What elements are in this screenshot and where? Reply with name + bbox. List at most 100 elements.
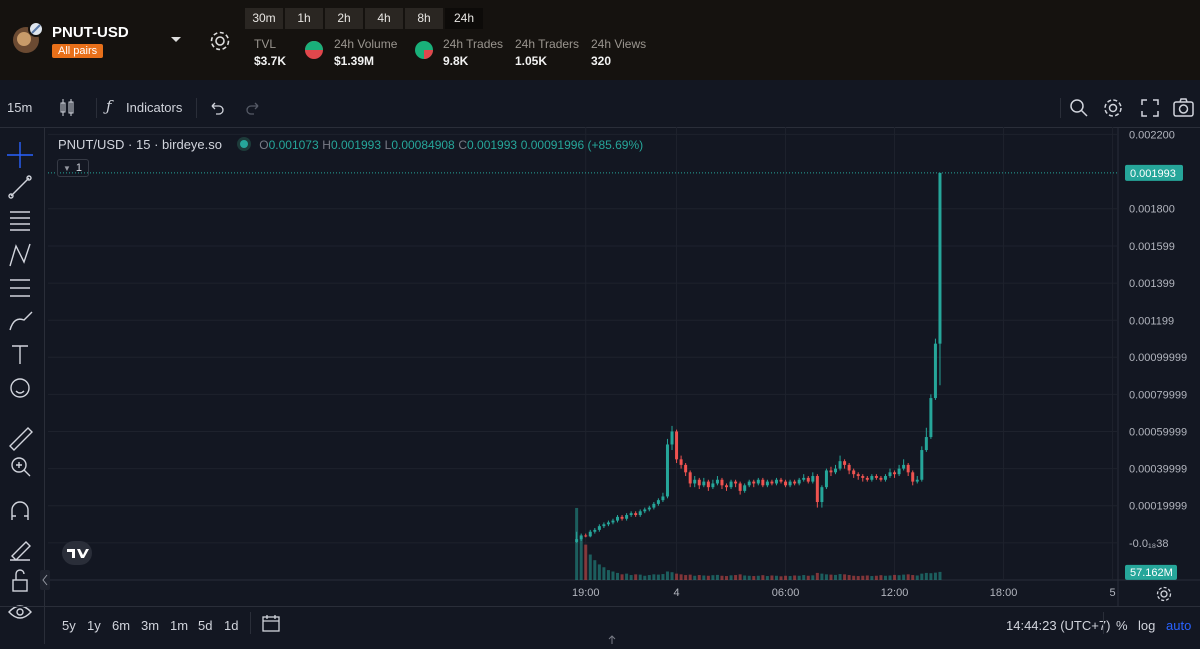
y-tick-label: 0.001599 — [1129, 241, 1175, 253]
volume-bar — [852, 575, 856, 580]
clock: 14:44:23 (UTC+7) — [1006, 618, 1111, 633]
candle-body — [770, 481, 774, 484]
volume-bar — [743, 575, 747, 580]
volume-bar — [911, 575, 915, 580]
range-button[interactable]: 1y — [87, 618, 101, 633]
candle-body — [929, 398, 933, 438]
indicators-button[interactable]: Indicators — [126, 100, 183, 115]
interval-button[interactable]: 15m — [7, 100, 33, 115]
candle-body — [756, 479, 760, 484]
candle-body — [824, 470, 828, 488]
all-pairs-badge[interactable]: All pairs — [52, 44, 104, 58]
redo-icon[interactable] — [244, 100, 262, 116]
timeframe-button[interactable]: 1h — [285, 8, 323, 29]
candle-body — [597, 526, 601, 530]
auto-toggle[interactable]: auto — [1166, 618, 1192, 633]
volume-bar — [897, 575, 901, 580]
range-button[interactable]: 5y — [62, 618, 76, 633]
volume-bar — [720, 575, 724, 580]
volume-bar — [738, 574, 742, 580]
range-button[interactable]: 3m — [141, 618, 160, 633]
candle-body — [761, 479, 765, 486]
volume-bar — [747, 575, 751, 580]
axis-settings-icon[interactable] — [1155, 585, 1173, 603]
volume-bar — [933, 572, 937, 580]
candle-body — [629, 513, 633, 516]
volume-bar — [616, 572, 620, 580]
candle-body — [820, 487, 824, 503]
candle-body — [843, 461, 847, 465]
candle-body — [747, 481, 751, 486]
candle-body — [643, 509, 647, 512]
token-avatar — [13, 21, 44, 53]
last-volume-label: 57.162M — [1130, 567, 1173, 579]
timeframe-button[interactable]: 4h — [365, 8, 403, 29]
candle-body — [774, 479, 778, 484]
undo-icon[interactable] — [208, 100, 226, 116]
fullscreen-icon[interactable] — [1139, 97, 1161, 119]
log-toggle[interactable]: log — [1138, 618, 1156, 633]
stat-label: 24h Traders — [515, 37, 580, 51]
series-badge[interactable]: ▼ 1 — [57, 159, 89, 177]
candle-body — [634, 513, 638, 516]
chart-type-icon[interactable] — [58, 98, 76, 118]
candle-body — [797, 479, 801, 484]
timeframe-button[interactable]: 8h — [405, 8, 443, 29]
timeframe-button[interactable]: 24h — [445, 8, 483, 29]
x-tick-label: 19:00 — [572, 587, 600, 599]
volume-bar — [806, 575, 810, 580]
volume-bar — [874, 575, 878, 580]
candle-body — [924, 437, 928, 451]
collapse-toolbar[interactable] — [40, 570, 50, 590]
percent-toggle[interactable]: % — [1116, 618, 1128, 633]
separator — [96, 98, 97, 118]
candle-body — [725, 485, 729, 488]
volume-bar — [711, 575, 715, 580]
drawing-toolbar — [0, 128, 45, 644]
settings-icon[interactable] — [1102, 97, 1124, 119]
candle-body — [874, 476, 878, 478]
candle-body — [765, 481, 769, 486]
candle-body — [838, 461, 842, 469]
candle-body — [893, 472, 897, 475]
volume-bar — [606, 570, 610, 580]
x-tick-label: 12:00 — [881, 587, 909, 599]
volume-bar — [620, 574, 624, 580]
search-icon[interactable] — [1068, 97, 1090, 119]
candle-body — [652, 503, 656, 508]
candle-body — [593, 529, 597, 532]
pair-dropdown[interactable] — [170, 35, 182, 45]
volume-bar — [870, 576, 874, 580]
range-button[interactable]: 6m — [112, 618, 131, 633]
candle-body — [779, 479, 783, 482]
separator — [196, 98, 197, 118]
volume-bar — [688, 574, 692, 580]
screenshot-icon[interactable] — [1172, 97, 1196, 119]
ohlc-value: 0.00084908 — [391, 138, 455, 152]
last-price-label: 0.001993 — [1130, 168, 1176, 180]
range-button[interactable]: 1d — [224, 618, 239, 633]
goto-date-icon[interactable] — [260, 613, 282, 635]
candle-body — [784, 481, 788, 486]
range-button[interactable]: 1m — [170, 618, 189, 633]
volume-bar — [765, 576, 769, 580]
settings-icon[interactable] — [208, 29, 232, 53]
candle-body — [865, 477, 869, 480]
candle-body — [915, 479, 919, 482]
candle-body — [684, 464, 688, 473]
timeframe-button[interactable]: 30m — [245, 8, 283, 29]
volume-bar — [815, 572, 819, 580]
y-tick-label: 0.002200 — [1129, 129, 1175, 141]
y-tick-label: 0.00039999 — [1129, 464, 1187, 476]
candle-body — [879, 477, 883, 480]
volume-bar — [706, 575, 710, 580]
x-tick-label: 5 — [1109, 587, 1115, 599]
range-button[interactable]: 5d — [198, 618, 213, 633]
candle-body — [579, 535, 583, 540]
ohlc-letter: C — [458, 138, 468, 152]
volume-bar — [647, 575, 651, 580]
volume-bar — [784, 575, 788, 580]
volume-bar — [593, 560, 597, 580]
timeframe-button[interactable]: 2h — [325, 8, 363, 29]
candle-body — [688, 472, 692, 484]
